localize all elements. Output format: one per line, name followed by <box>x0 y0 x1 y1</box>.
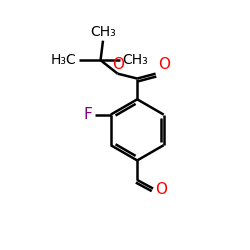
Text: O: O <box>158 58 170 72</box>
Text: CH₃: CH₃ <box>122 53 148 67</box>
Text: O: O <box>156 182 168 197</box>
Text: H₃C: H₃C <box>51 53 76 67</box>
Text: F: F <box>83 107 92 122</box>
Text: O: O <box>112 58 124 72</box>
Text: CH₃: CH₃ <box>90 25 116 39</box>
